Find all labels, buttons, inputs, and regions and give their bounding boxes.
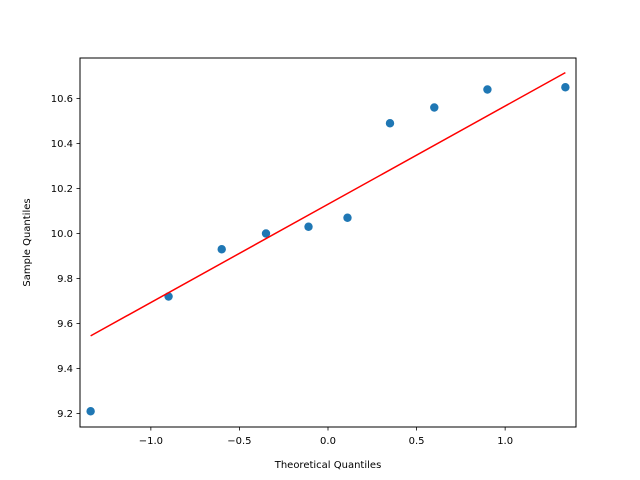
data-point <box>561 83 570 92</box>
plot-area <box>86 71 570 416</box>
x-tick-label: −0.5 <box>227 436 251 447</box>
data-point <box>430 103 439 112</box>
y-tick-label: 9.4 <box>57 364 73 375</box>
y-tick-label: 9.8 <box>57 274 73 285</box>
y-tick-label: 10.2 <box>51 184 73 195</box>
data-point <box>304 222 313 231</box>
x-axis-label: Theoretical Quantiles <box>274 460 382 471</box>
x-axis: −1.0 −0.5 0.0 0.5 1.0 <box>139 427 513 447</box>
x-tick-label: −1.0 <box>139 436 163 447</box>
data-point <box>343 213 352 222</box>
y-axis: 9.2 9.4 9.6 9.8 10.0 10.2 10.4 10.6 <box>51 94 80 420</box>
y-tick-label: 10.4 <box>51 139 73 150</box>
x-tick-label: 0.5 <box>409 436 425 447</box>
y-tick-label: 9.6 <box>57 319 73 330</box>
data-point <box>86 407 95 416</box>
y-tick-label: 10.6 <box>51 94 73 105</box>
y-axis-label: Sample Quantiles <box>22 198 33 286</box>
data-point <box>261 229 271 238</box>
x-tick-label: 0.0 <box>320 436 336 447</box>
data-point <box>483 85 492 94</box>
reference-line <box>90 71 566 337</box>
y-tick-label: 9.2 <box>57 409 73 420</box>
data-point <box>385 119 395 128</box>
y-tick-label: 10.0 <box>51 229 73 240</box>
data-point <box>217 245 226 254</box>
x-tick-label: 1.0 <box>497 436 513 447</box>
